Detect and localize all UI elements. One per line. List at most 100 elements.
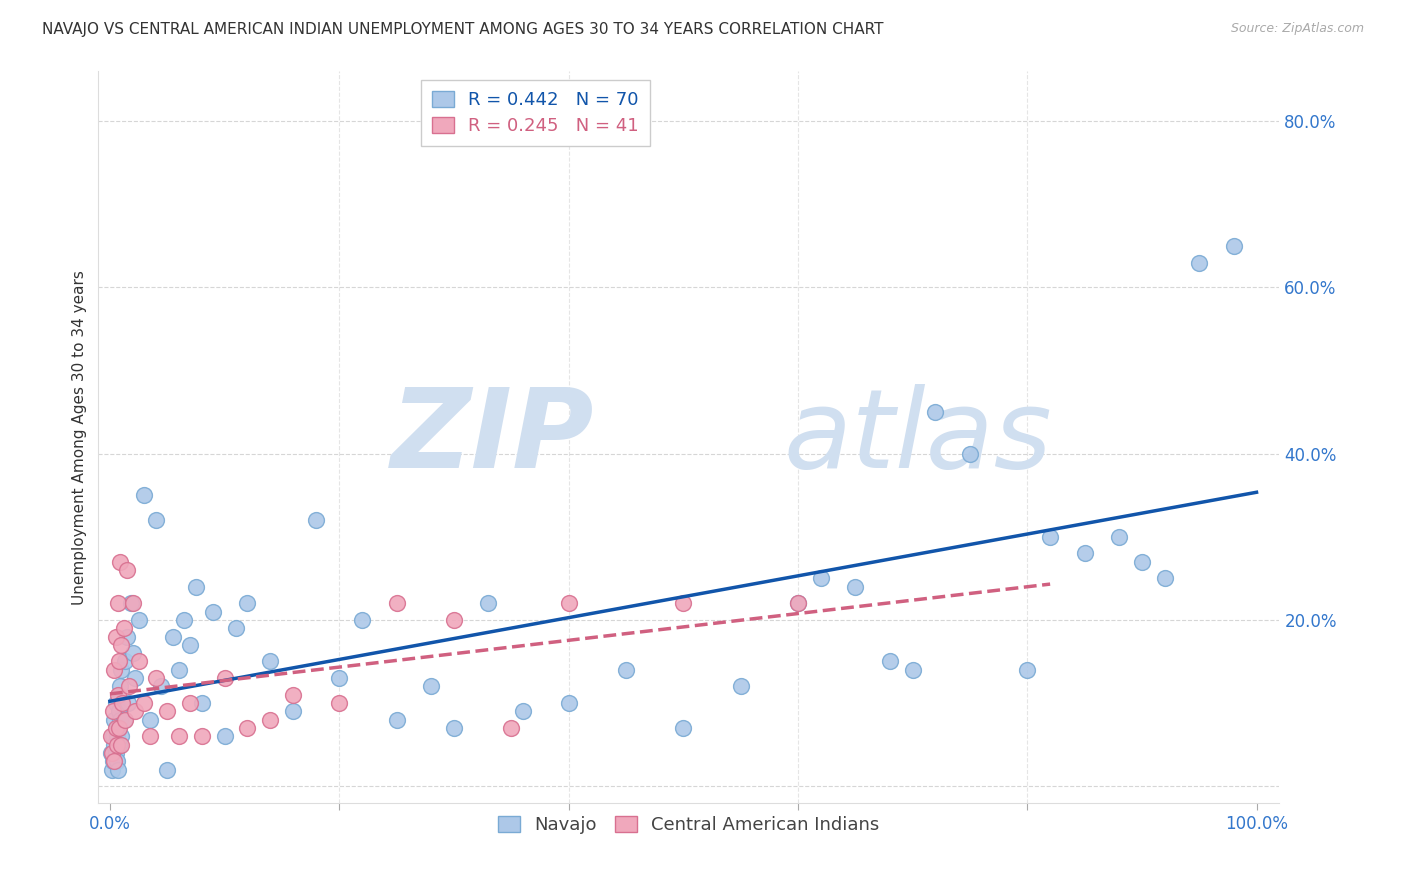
Point	[115, 630, 138, 644]
Point	[110, 663, 132, 677]
Point	[190, 696, 212, 710]
Point	[1130, 555, 1153, 569]
Point	[111, 696, 134, 710]
Point	[134, 488, 156, 502]
Point	[1108, 530, 1130, 544]
Point	[101, 746, 124, 760]
Point	[145, 671, 167, 685]
Point	[328, 671, 350, 685]
Text: NAVAJO VS CENTRAL AMERICAN INDIAN UNEMPLOYMENT AMONG AGES 30 TO 34 YEARS CORRELA: NAVAJO VS CENTRAL AMERICAN INDIAN UNEMPL…	[42, 22, 884, 37]
Point	[786, 596, 808, 610]
Point	[110, 638, 132, 652]
Point	[107, 763, 129, 777]
Point	[1153, 571, 1175, 585]
Point	[305, 513, 328, 527]
Point	[104, 630, 127, 644]
Point	[108, 713, 131, 727]
Point	[385, 596, 408, 610]
Point	[501, 721, 523, 735]
Point	[1222, 239, 1244, 253]
Point	[108, 705, 131, 719]
Point	[236, 596, 259, 610]
Point	[108, 721, 131, 735]
Point	[901, 663, 924, 677]
Point	[179, 696, 201, 710]
Point	[1039, 530, 1062, 544]
Point	[156, 705, 179, 719]
Point	[114, 713, 136, 727]
Point	[167, 663, 190, 677]
Point	[512, 705, 534, 719]
Point	[283, 688, 305, 702]
Point	[730, 680, 752, 694]
Point	[100, 729, 122, 743]
Point	[1017, 663, 1039, 677]
Point	[104, 746, 127, 760]
Point	[112, 621, 135, 635]
Point	[107, 688, 129, 702]
Point	[103, 713, 125, 727]
Point	[672, 721, 695, 735]
Point	[107, 721, 129, 735]
Point	[110, 738, 132, 752]
Point	[124, 705, 146, 719]
Point	[134, 696, 156, 710]
Point	[112, 713, 135, 727]
Point	[128, 613, 150, 627]
Point	[672, 596, 695, 610]
Point	[105, 729, 128, 743]
Point	[105, 754, 128, 768]
Point	[214, 671, 236, 685]
Point	[162, 630, 184, 644]
Point	[844, 580, 866, 594]
Point	[104, 721, 127, 735]
Point	[108, 655, 131, 669]
Point	[118, 680, 141, 694]
Point	[103, 754, 125, 768]
Point	[190, 729, 212, 743]
Point	[103, 705, 125, 719]
Point	[139, 713, 162, 727]
Point	[107, 596, 129, 610]
Point	[114, 655, 136, 669]
Legend: Navajo, Central American Indians: Navajo, Central American Indians	[488, 805, 890, 845]
Point	[108, 738, 131, 752]
Point	[124, 671, 146, 685]
Point	[259, 655, 281, 669]
Point	[167, 729, 190, 743]
Point	[443, 721, 465, 735]
Point	[103, 738, 125, 752]
Text: ZIP: ZIP	[391, 384, 595, 491]
Text: atlas: atlas	[783, 384, 1052, 491]
Point	[139, 729, 162, 743]
Point	[959, 447, 981, 461]
Point	[786, 596, 808, 610]
Point	[105, 738, 128, 752]
Point	[121, 646, 143, 660]
Point	[810, 571, 832, 585]
Point	[557, 696, 579, 710]
Point	[184, 580, 207, 594]
Point	[259, 713, 281, 727]
Point	[150, 680, 173, 694]
Point	[120, 596, 142, 610]
Point	[236, 721, 259, 735]
Point	[128, 655, 150, 669]
Point	[352, 613, 374, 627]
Point	[557, 596, 579, 610]
Point	[103, 754, 125, 768]
Point	[214, 729, 236, 743]
Point	[103, 663, 125, 677]
Point	[328, 696, 350, 710]
Point	[225, 621, 247, 635]
Point	[283, 705, 305, 719]
Point	[443, 613, 465, 627]
Point	[879, 655, 901, 669]
Point	[108, 555, 131, 569]
Point	[156, 763, 179, 777]
Point	[614, 663, 637, 677]
Point	[924, 405, 946, 419]
Point	[173, 613, 195, 627]
Point	[121, 596, 143, 610]
Point	[108, 680, 131, 694]
